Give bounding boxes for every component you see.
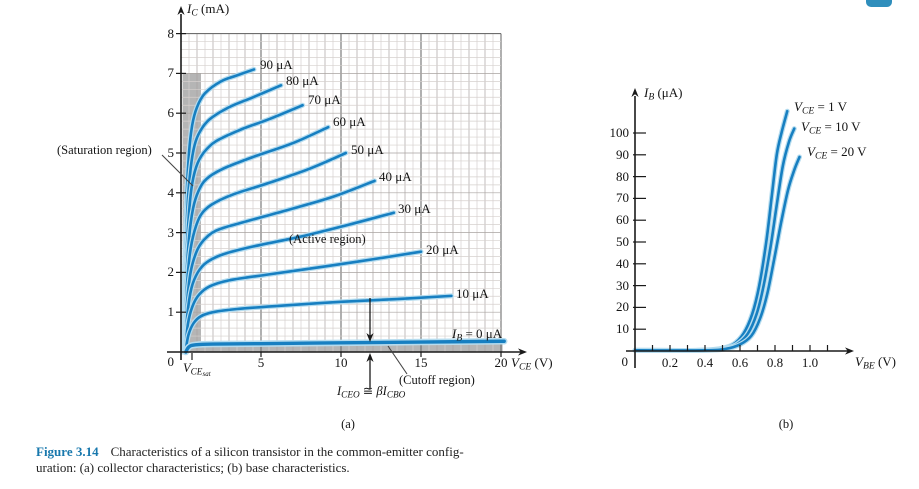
- subfigure-label-b: (b): [778, 417, 794, 431]
- cutoff-region-label-leader: [387, 345, 408, 375]
- page-corner-mark: [866, 0, 892, 7]
- subfigure-label-a: (a): [341, 417, 355, 431]
- curve-ib-40uA: [183, 179, 376, 354]
- x-axis-arrow: [518, 348, 527, 356]
- cutoff-region: [182, 343, 503, 352]
- curve-ib-20uA: [183, 250, 423, 354]
- curve-1v: [633, 109, 789, 352]
- curve-ib-10uA: [184, 294, 453, 354]
- figure-number: Figure 3.14: [36, 444, 99, 459]
- iceo-down-arrow: [366, 333, 374, 342]
- curve-ib-50uA: [182, 151, 348, 354]
- curve-1v-halo: [632, 108, 790, 353]
- figure-caption: Figure 3.14 Characteristics of a silicon …: [36, 444, 516, 475]
- x-axis-arrow: [845, 347, 854, 355]
- saturation-region-label-leader: [161, 154, 194, 187]
- y-axis-arrow: [177, 6, 185, 15]
- chart-collector: [161, 6, 527, 389]
- curve-ib-0uA: [184, 339, 506, 354]
- curve-10v-halo: [632, 126, 797, 353]
- iceo-up-arrow: [366, 353, 374, 362]
- chart-base: [626, 88, 854, 368]
- caption-line1: Characteristics of a silicon transistor …: [110, 444, 464, 459]
- curve-ib-30uA: [183, 211, 396, 354]
- y-axis-arrow: [631, 88, 639, 97]
- caption-line2: uration: (a) collector characteristics; …: [36, 459, 350, 475]
